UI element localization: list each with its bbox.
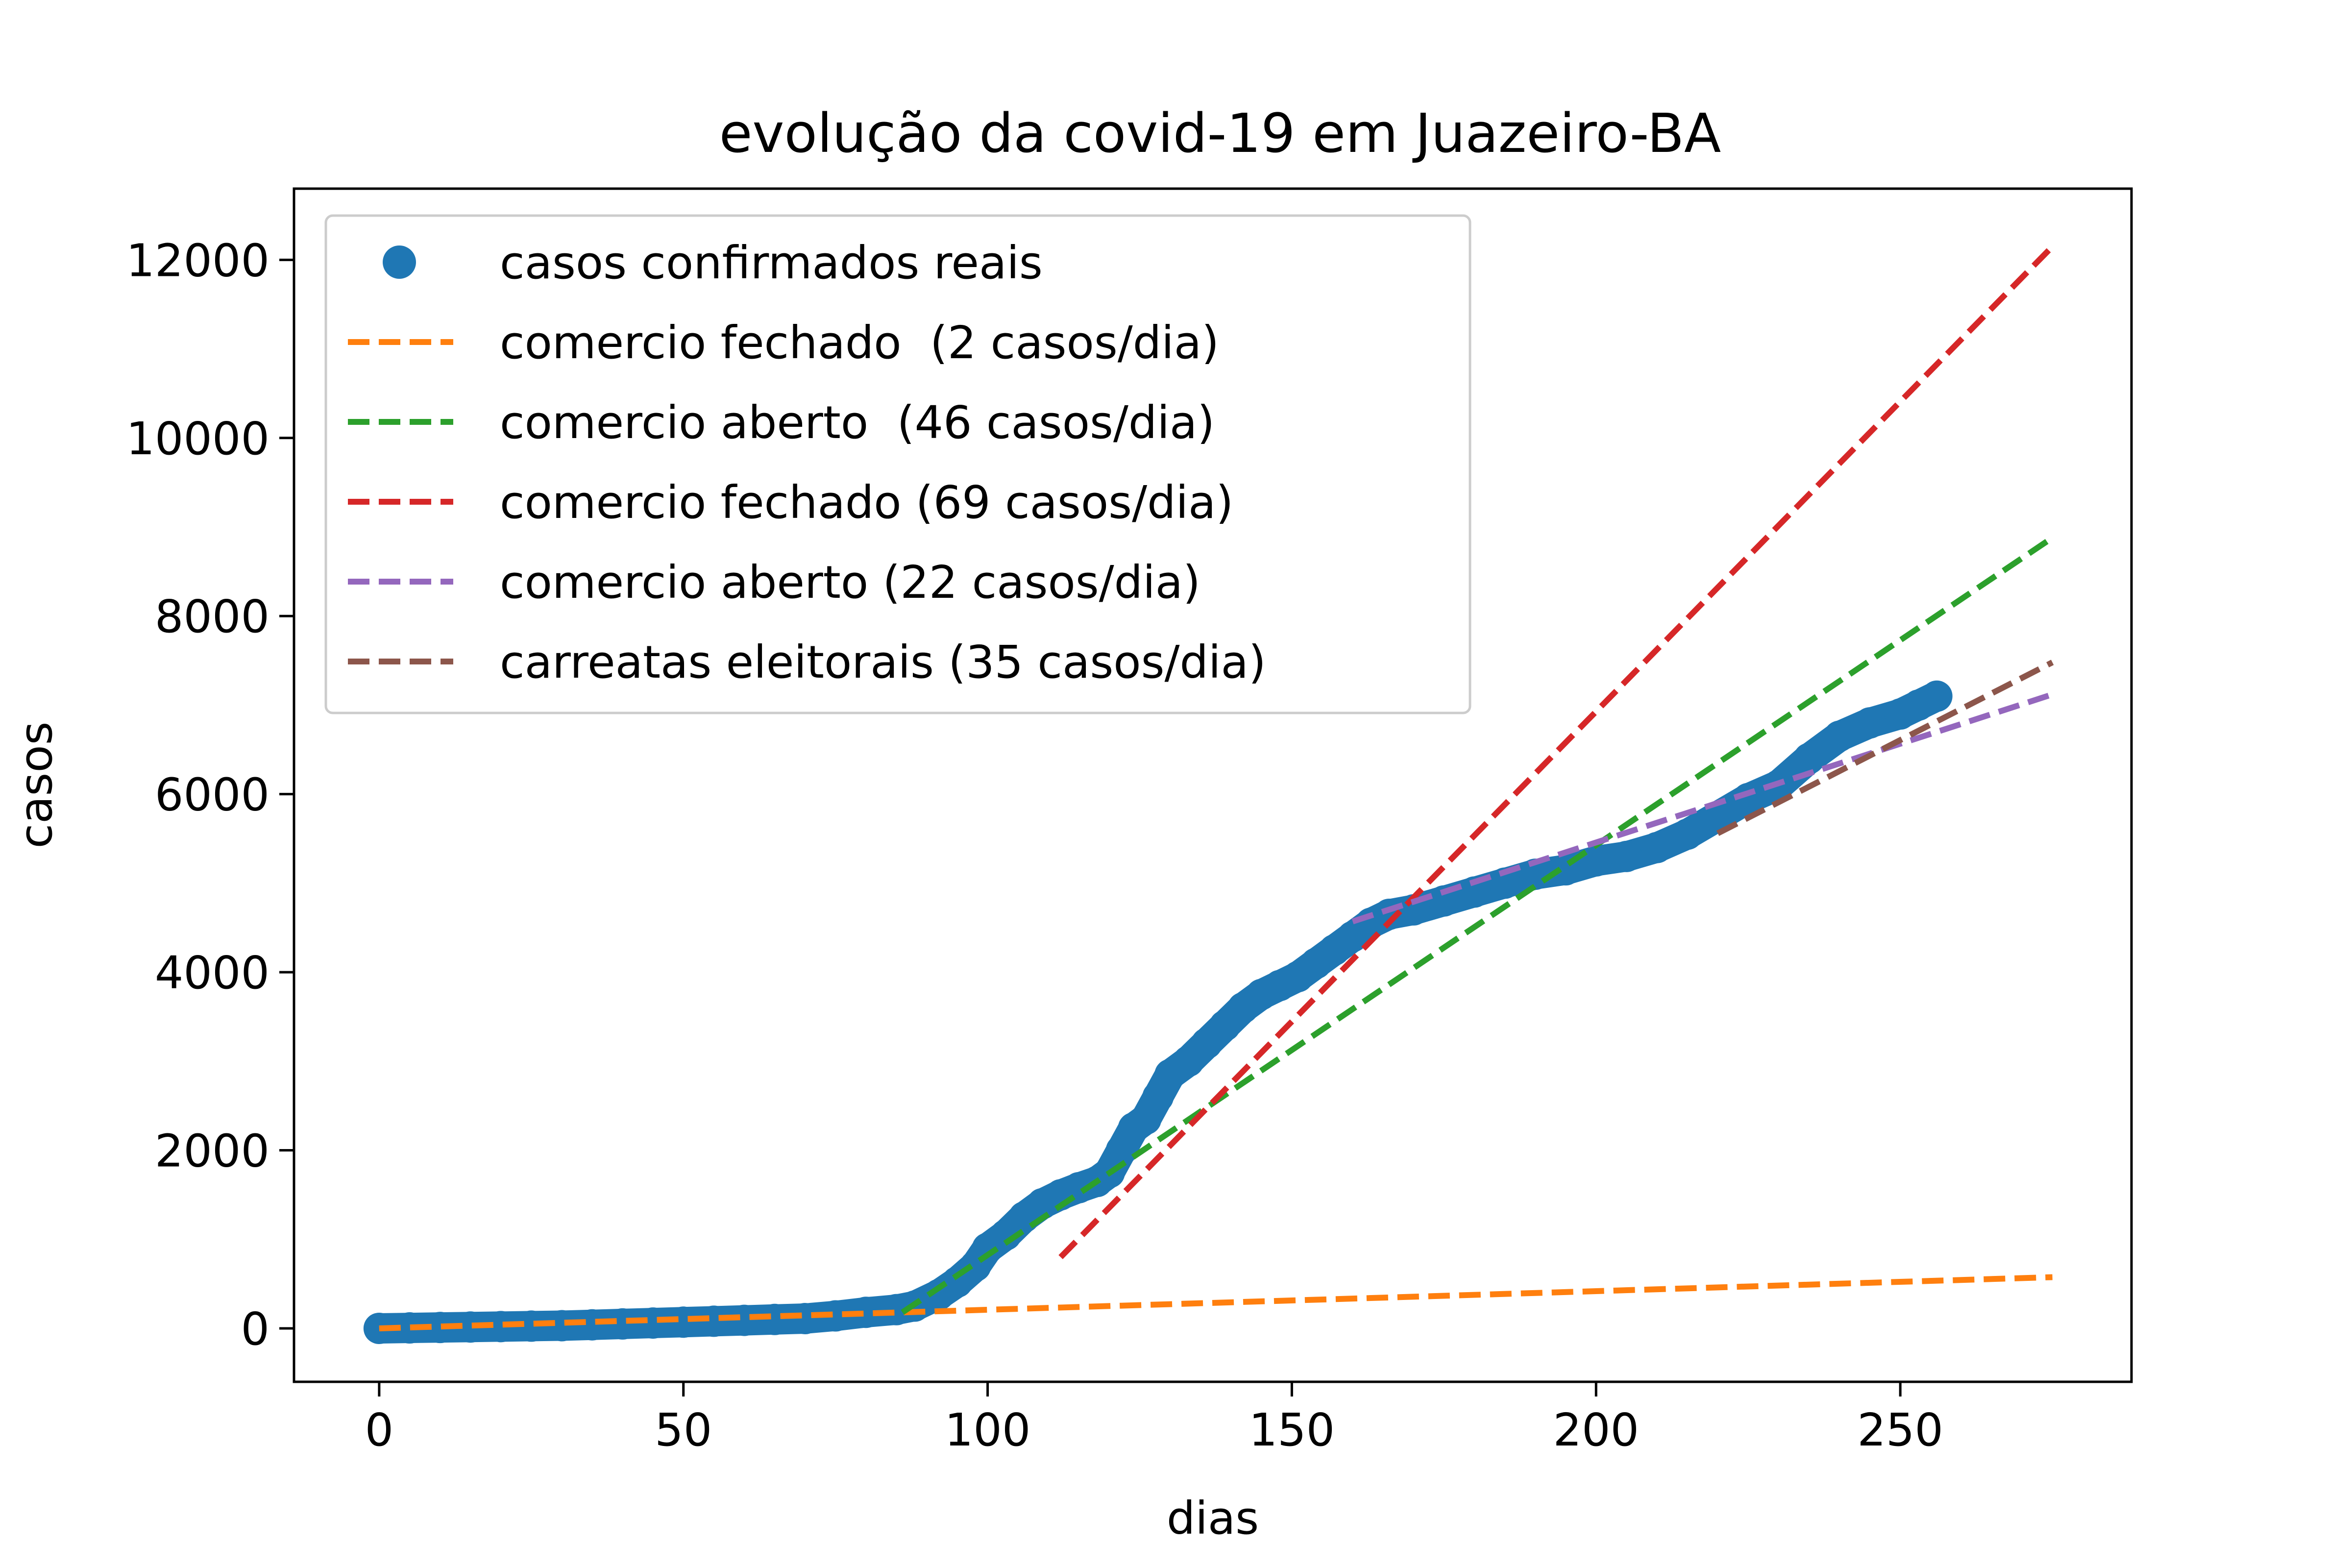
x-tick-label: 150 <box>1249 1404 1335 1456</box>
data-point <box>1921 680 1953 712</box>
series-1 <box>363 680 1953 1344</box>
y-tick-label: 0 <box>241 1303 270 1355</box>
series-6 <box>1716 660 2054 836</box>
data-point <box>1428 885 1460 917</box>
data-point <box>820 1300 852 1332</box>
y-tick-label: 6000 <box>155 769 270 821</box>
data-point <box>759 1303 790 1335</box>
x-axis: 0 50 100 150 200 250 <box>365 1382 1943 1456</box>
data-point <box>1823 720 1855 752</box>
data-point <box>515 1310 547 1342</box>
trend-line <box>379 1274 2053 1331</box>
chart-title: evolução da covid-19 em Juazeiro-BA <box>719 102 1721 165</box>
legend-entry: carreatas eleitorais (35 casos/dia) <box>348 636 1266 688</box>
y-axis: 0 2000 4000 6000 8000 10000 12000 <box>126 234 294 1355</box>
data-point <box>789 1302 821 1334</box>
data-point <box>424 1312 456 1344</box>
data-point <box>1611 840 1642 872</box>
legend-label: carreatas eleitorais (35 casos/dia) <box>500 636 1266 688</box>
legend-entry: comercio aberto (22 casos/dia) <box>348 556 1200 609</box>
data-point <box>1489 867 1521 899</box>
series-3 <box>901 535 2054 1315</box>
y-tick-label: 10000 <box>126 413 270 465</box>
data-point <box>393 1312 425 1344</box>
y-tick-label: 2000 <box>155 1125 270 1177</box>
y-tick-label: 8000 <box>155 590 270 643</box>
legend-entry: comercio fechado (2 casos/dia) <box>348 317 1219 369</box>
data-point <box>667 1306 699 1338</box>
data-point <box>1671 818 1703 850</box>
series-layer <box>363 244 2055 1344</box>
data-point <box>1793 742 1825 774</box>
legend-label: comercio fechado (69 casos/dia) <box>500 476 1233 529</box>
y-axis-label: casos <box>10 721 62 848</box>
trend-line <box>1058 244 2055 1259</box>
data-point <box>485 1311 517 1343</box>
x-tick-label: 50 <box>655 1404 712 1456</box>
x-tick-label: 0 <box>365 1404 394 1456</box>
legend-label: comercio fechado (2 casos/dia) <box>500 317 1219 369</box>
trend-line <box>1716 660 2054 836</box>
legend-label: comercio aberto (22 casos/dia) <box>500 556 1200 609</box>
legend-entry: comercio fechado (69 casos/dia) <box>348 476 1233 529</box>
series-4 <box>1058 244 2055 1259</box>
data-point <box>1641 832 1673 863</box>
data-point <box>1732 783 1764 814</box>
legend-marker <box>383 245 416 279</box>
data-point <box>637 1307 669 1339</box>
x-axis-label: dias <box>1167 1492 1259 1544</box>
y-tick-label: 12000 <box>126 234 270 287</box>
data-point <box>1580 845 1612 877</box>
legend-entries: casos confirmados reais comercio fechado … <box>348 237 1266 688</box>
x-tick-label: 100 <box>945 1404 1031 1456</box>
y-tick-label: 4000 <box>155 947 270 999</box>
data-point <box>850 1297 882 1328</box>
plot-frame <box>293 187 2133 1383</box>
legend-label: comercio aberto (46 casos/dia) <box>500 396 1215 449</box>
legend-entry: casos confirmados reais <box>383 237 1043 289</box>
x-tick-label: 250 <box>1857 1404 1943 1456</box>
data-point <box>698 1305 730 1337</box>
data-point <box>455 1311 487 1343</box>
series-2 <box>379 1274 2053 1331</box>
data-point <box>1854 707 1886 739</box>
legend-box <box>324 214 1471 714</box>
data-point <box>607 1308 638 1340</box>
legend: casos confirmados reais comercio fechado … <box>324 214 1471 714</box>
data-point <box>728 1304 760 1336</box>
trend-line <box>901 535 2054 1315</box>
x-tick-label: 200 <box>1553 1404 1639 1456</box>
legend-label: casos confirmados reais <box>500 237 1043 289</box>
data-point <box>1519 858 1551 890</box>
data-point <box>546 1310 578 1342</box>
data-point <box>1458 876 1490 908</box>
legend-entry: comercio aberto (46 casos/dia) <box>348 396 1215 449</box>
data-point <box>576 1309 608 1341</box>
